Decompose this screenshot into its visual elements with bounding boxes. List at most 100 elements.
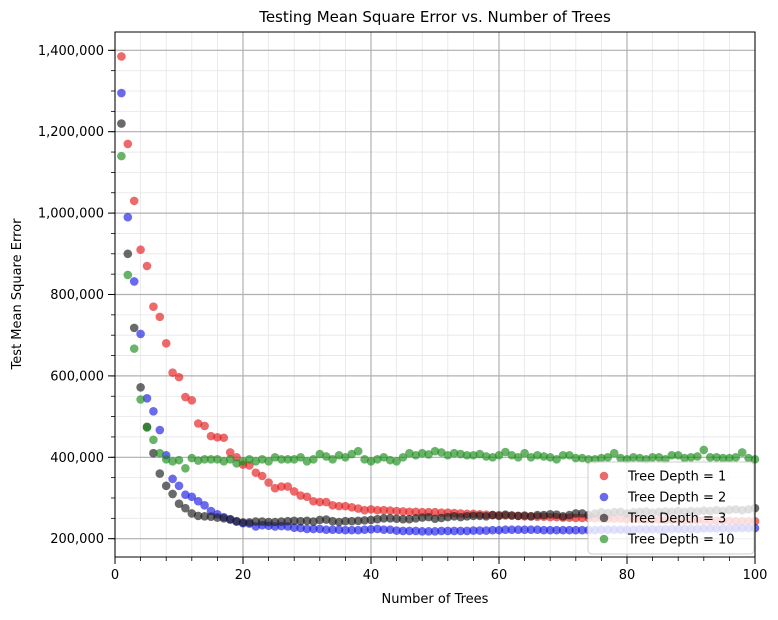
- legend-label: Tree Depth = 3: [627, 512, 726, 527]
- data-point: [552, 455, 561, 464]
- data-point: [283, 516, 293, 526]
- data-point: [417, 513, 427, 522]
- data-point: [334, 501, 344, 511]
- data-point: [430, 527, 440, 536]
- data-point: [481, 526, 491, 535]
- data-point: [475, 526, 485, 535]
- data-point: [142, 261, 152, 271]
- data-point: [539, 452, 549, 461]
- data-point: [398, 507, 408, 516]
- data-point: [347, 449, 357, 459]
- data-point: [366, 505, 376, 514]
- data-point: [577, 525, 587, 535]
- data-point: [437, 526, 446, 536]
- data-point: [289, 487, 299, 496]
- data-point: [430, 507, 440, 517]
- data-point: [373, 505, 382, 515]
- data-point: [456, 526, 465, 536]
- chart-title: Testing Mean Square Error vs. Number of …: [258, 8, 611, 26]
- data-point: [129, 323, 139, 333]
- legend: Tree Depth = 1 Tree Depth = 2 Tree Depth =…: [587, 461, 755, 555]
- data-point: [526, 525, 536, 535]
- data-point: [296, 491, 305, 500]
- data-point: [206, 431, 216, 441]
- data-point: [699, 445, 709, 455]
- data-point: [392, 457, 401, 466]
- data-point: [488, 525, 497, 535]
- data-point: [353, 446, 363, 456]
- data-point: [136, 245, 145, 255]
- data-point: [539, 510, 549, 520]
- data-point: [481, 452, 491, 461]
- data-point: [277, 455, 286, 464]
- data-point: [411, 507, 421, 517]
- data-point: [462, 450, 472, 460]
- data-point: [206, 512, 216, 522]
- data-point: [174, 455, 184, 465]
- data-point: [731, 452, 741, 462]
- legend-label: Tree Depth = 10: [627, 533, 735, 548]
- x-axis-label: Number of Trees: [382, 592, 489, 607]
- data-point: [558, 512, 568, 521]
- data-point: [123, 139, 133, 149]
- data-point: [200, 512, 209, 521]
- data-point: [264, 457, 273, 466]
- data-point: [392, 526, 401, 535]
- data-point: [200, 421, 209, 431]
- data-point: [648, 452, 657, 462]
- data-point: [117, 119, 126, 128]
- data-point: [552, 525, 561, 535]
- data-point: [507, 511, 517, 520]
- y-tick-label: 1,000,000: [38, 207, 104, 222]
- x-tick-label: 80: [619, 568, 636, 583]
- data-point: [379, 514, 389, 523]
- data-point: [123, 212, 133, 222]
- data-point: [289, 516, 299, 526]
- data-point: [296, 523, 305, 533]
- data-point: [277, 517, 286, 526]
- data-point: [379, 525, 389, 535]
- axis-ticks: 0 20 40 60 80 100 200,000 400,000 600,000 800,000…: [38, 44, 768, 583]
- data-point: [341, 501, 350, 511]
- data-point: [449, 512, 459, 521]
- data-point: [149, 448, 158, 458]
- data-point: [558, 525, 568, 535]
- data-point: [565, 525, 574, 535]
- x-tick-label: 40: [363, 568, 380, 583]
- data-point: [181, 463, 190, 473]
- data-point: [501, 510, 510, 519]
- data-point: [449, 448, 459, 458]
- data-point: [629, 452, 638, 462]
- data-point: [168, 489, 177, 499]
- data-point: [481, 512, 491, 521]
- data-point: [353, 516, 363, 526]
- data-point: [341, 452, 350, 462]
- data-point: [341, 525, 350, 535]
- data-point: [405, 526, 414, 536]
- data-point: [712, 452, 721, 462]
- data-point: [187, 396, 197, 405]
- data-point: [494, 525, 504, 535]
- data-point: [149, 302, 158, 312]
- data-point: [277, 482, 286, 491]
- x-tick-label: 0: [111, 568, 119, 583]
- data-point: [353, 525, 363, 535]
- data-point: [334, 525, 344, 535]
- data-point: [155, 312, 165, 322]
- data-point: [398, 514, 408, 524]
- x-tick-label: 60: [491, 568, 508, 583]
- data-point: [155, 469, 165, 478]
- data-point: [744, 453, 753, 463]
- data-point: [181, 503, 190, 513]
- data-point: [321, 452, 331, 461]
- data-point: [174, 372, 184, 382]
- data-point: [264, 517, 273, 527]
- y-axis-label: Test Mean Square Error: [10, 218, 25, 371]
- data-point: [328, 501, 337, 510]
- data-point: [238, 518, 248, 527]
- data-point: [520, 511, 529, 520]
- data-point: [168, 368, 177, 377]
- data-point: [584, 455, 593, 464]
- data-point: [385, 514, 395, 523]
- data-point: [424, 527, 433, 536]
